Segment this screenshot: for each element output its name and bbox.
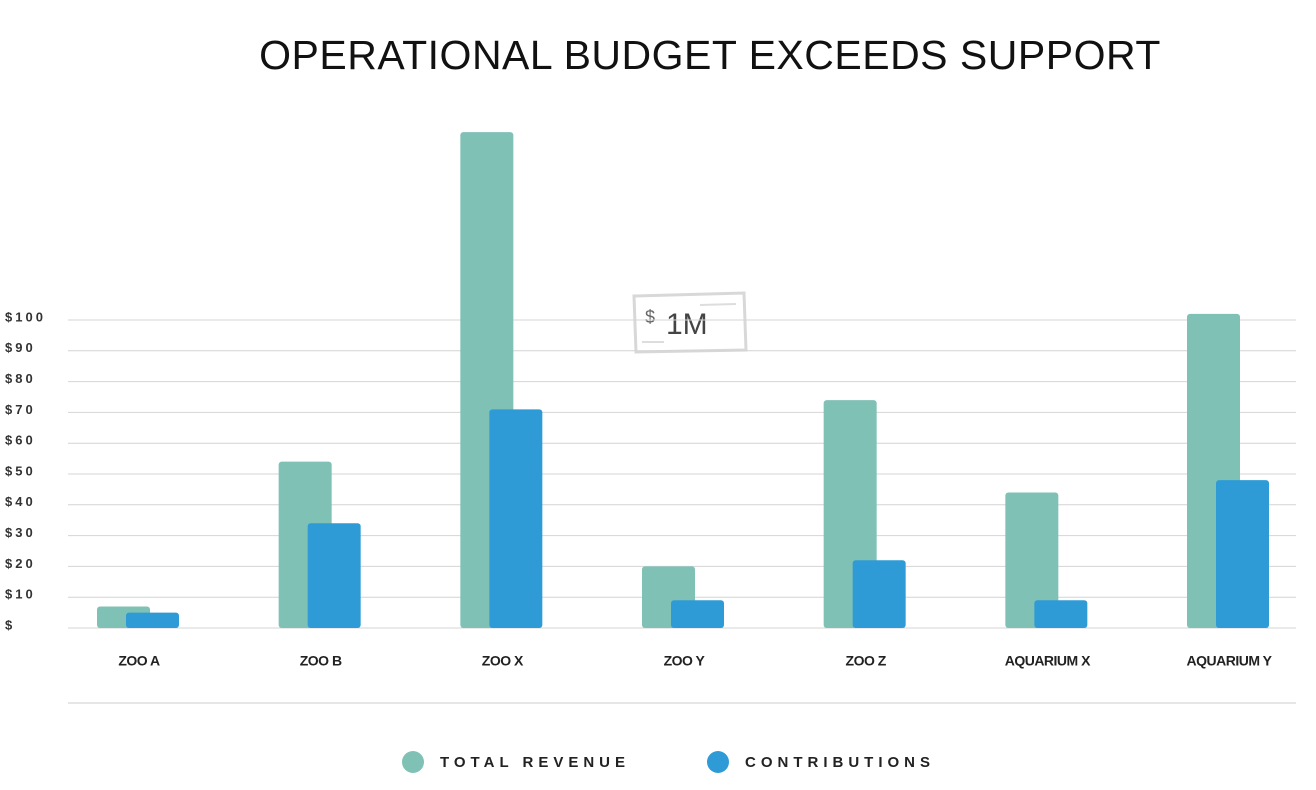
x-tick-label: ZOO A xyxy=(118,653,160,669)
bar xyxy=(852,560,906,628)
x-tick-label: AQUARIUM X xyxy=(1005,653,1091,669)
chart-title: OPERATIONAL BUDGET EXCEEDS SUPPORT xyxy=(259,32,1161,78)
legend-label: CONTRIBUTIONS xyxy=(745,754,935,771)
x-tick-label: AQUARIUM Y xyxy=(1187,653,1273,669)
bar xyxy=(671,600,724,628)
y-tick-label: $10 xyxy=(5,587,36,602)
bar xyxy=(126,612,179,628)
y-tick-label: $100 xyxy=(5,309,46,324)
x-tick-label: ZOO Z xyxy=(846,653,887,669)
y-tick-label: $80 xyxy=(5,371,36,386)
badge-detail xyxy=(699,303,737,306)
y-tick-label: $30 xyxy=(5,525,36,540)
annotation-currency: $ xyxy=(645,307,655,327)
annotation-amount: 1M xyxy=(666,308,708,341)
legend-swatch xyxy=(402,751,424,773)
x-tick-label: ZOO Y xyxy=(664,653,706,669)
legend-label: TOTAL REVENUE xyxy=(440,754,630,771)
legend-swatch xyxy=(707,751,729,773)
bar xyxy=(1216,480,1269,628)
bar xyxy=(307,523,361,628)
x-tick-label: ZOO B xyxy=(300,653,342,669)
y-tick-label: $90 xyxy=(5,340,36,355)
bar xyxy=(489,409,543,628)
bar xyxy=(1034,600,1088,628)
y-tick-label: $60 xyxy=(5,433,36,448)
y-tick-label: $20 xyxy=(5,556,36,571)
badge-frame xyxy=(632,291,748,354)
annotation-badge: $ 1M xyxy=(632,291,748,354)
x-tick-label: ZOO X xyxy=(482,653,524,669)
y-tick-label: $ xyxy=(5,617,15,632)
y-tick-label: $40 xyxy=(5,494,36,509)
y-tick-label: $70 xyxy=(5,402,36,417)
bar xyxy=(1005,492,1059,628)
y-tick-label: $50 xyxy=(5,463,36,478)
